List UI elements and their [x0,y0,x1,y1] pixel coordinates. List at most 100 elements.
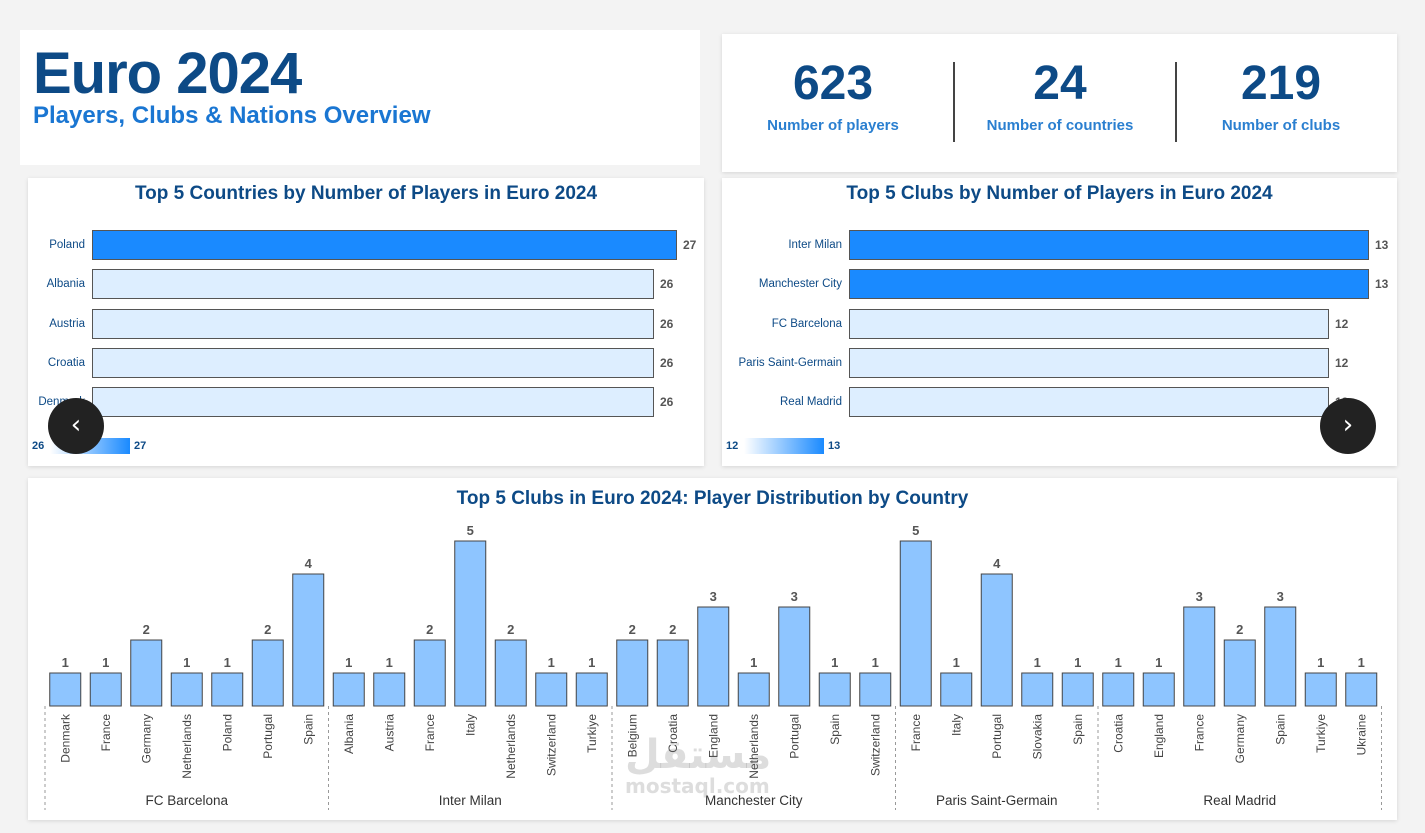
club-group-label: FC Barcelona [145,793,228,808]
title-card: Euro 2024 Players, Clubs & Nations Overv… [20,30,700,165]
country-tick-label: France [909,714,923,752]
country-bar-row: Poland 27 [28,230,704,260]
country-tick-label: Spain [301,714,315,745]
column-bar [211,672,244,707]
country-bar-row: Denmark26 [28,387,704,418]
column-value-label: 4 [993,556,1001,571]
watermark: مستقل mostaql.com [625,735,771,797]
column-bar [332,672,365,707]
column-value-label: 5 [912,523,919,538]
country-tick-label: Spain [828,714,842,745]
country-bar-row: Albania 26 [28,269,704,300]
column-bar [89,672,122,707]
country-tick-label: England [706,714,720,758]
column-bar [1142,672,1175,707]
kpi-clubs: 219 Number of clubs [1171,56,1391,134]
watermark-latin: mostaql.com [625,774,770,798]
country-tick-label: England [1152,714,1166,758]
kpi-clubs-value: 219 [1240,57,1322,110]
column-value-label: 3 [1277,589,1284,604]
column-value-label: 2 [143,622,150,637]
country-tick-label: Slovakia [1030,714,1044,760]
country-bar [92,269,654,300]
clubs-chart-title: Top 5 Clubs by Number of Players in Euro… [846,183,1273,204]
country-tick-label: France [1192,714,1206,752]
legend-max-label: 27 [134,440,147,452]
chevron-left-icon[interactable]: ‹ [48,398,104,454]
country-tick-label: Spain [1071,714,1085,745]
country-bar-label: Albania [46,278,85,291]
column-bar [1102,672,1135,707]
country-tick-label: Belgium [625,714,639,757]
kpi-players: 623 Number of players [723,56,943,134]
column-value-label: 1 [548,655,555,670]
country-bar [92,230,677,260]
club-bar-value: 13 [1375,277,1389,292]
country-tick-label: Croatia [1111,714,1125,753]
column-bar [454,540,487,707]
distribution-chart-title: Top 5 Clubs in Euro 2024: Player Distrib… [456,488,969,509]
country-tick-label: Austria [382,714,396,752]
kpi-card: 623 Number of players 24 Number of count… [722,34,1397,172]
kpi-divider [1175,62,1177,142]
column-value-label: 1 [386,655,393,670]
column-value-label: 1 [62,655,69,670]
club-bar [849,230,1369,260]
column-bar [170,672,203,707]
legend-min-label: 26 [32,440,45,452]
country-tick-label: Albania [342,714,356,754]
club-group-label: Inter Milan [439,793,502,808]
column-bar [818,672,851,707]
column-bar [899,540,932,707]
column-value-label: 2 [669,622,676,637]
club-bar [849,308,1329,339]
country-tick-label: Portugal [990,714,1004,759]
column-value-label: 1 [102,655,109,670]
countries-chart-card: Top 5 Countries by Number of Players in … [28,178,704,466]
country-bar-value: 27 [683,238,697,252]
country-tick-label: Netherlands [747,714,761,779]
club-bar-label: FC Barcelona [771,317,842,330]
column-value-label: 1 [224,655,231,670]
club-bar-value: 13 [1375,238,1389,252]
column-value-label: 2 [1236,622,1243,637]
country-tick-label: Switzerland [544,714,558,776]
column-value-label: 1 [345,655,352,670]
country-bar-value: 26 [660,316,674,331]
kpi-countries-value: 24 [1033,57,1087,110]
country-bar [92,387,654,418]
club-bar [849,347,1329,378]
column-bar [697,606,730,707]
column-value-label: 1 [183,655,190,670]
column-bar [49,672,82,707]
clubs-chart-card: Top 5 Clubs by Number of Players in Euro… [722,178,1397,466]
column-value-label: 1 [1034,655,1041,670]
club-bar-row: Inter Milan 13 [722,230,1397,260]
kpi-divider [953,62,955,142]
column-bar [737,672,770,707]
column-bar [656,639,689,707]
country-bar-row: Austria 26 [28,308,704,339]
column-bar [575,672,608,707]
country-tick-label: Denmark [58,713,72,763]
column-value-label: 1 [1074,655,1081,670]
column-bar [1264,606,1297,707]
column-bar [1021,672,1054,707]
country-tick-label: Germany [1233,714,1247,763]
distribution-chart-card: Top 5 Clubs in Euro 2024: Player Distrib… [28,478,1397,820]
country-tick-label: Poland [220,714,234,751]
column-value-label: 1 [750,655,757,670]
country-bar-label: Austria [49,317,85,330]
column-value-label: 5 [467,523,474,538]
country-tick-label: Netherlands [180,714,194,779]
country-tick-label: Ukraine [1354,714,1368,756]
column-bar [1304,672,1337,707]
column-bar [130,639,163,707]
country-tick-label: Netherlands [504,714,518,779]
chevron-right-icon[interactable]: › [1320,398,1376,454]
club-bar-label: Paris Saint-Germain [738,356,842,369]
country-bar-label: Croatia [47,356,85,369]
column-bar [778,606,811,707]
watermark-arabic: مستقل [625,732,772,778]
column-bar [535,672,568,707]
